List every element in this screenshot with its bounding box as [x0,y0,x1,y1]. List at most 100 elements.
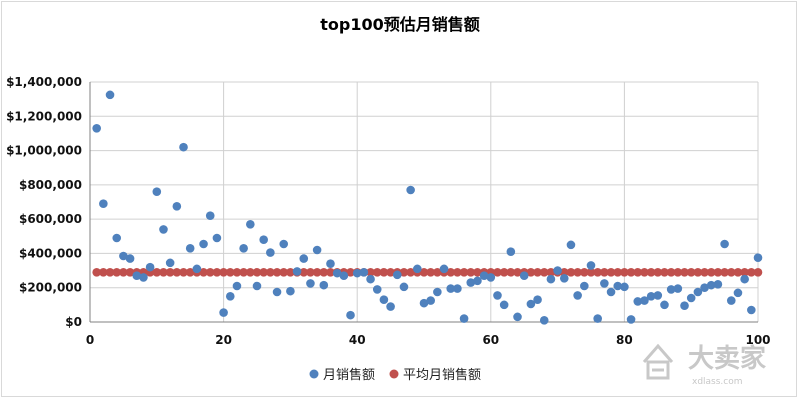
avg-point [346,267,355,277]
sales-point [105,90,115,100]
sales-point [680,301,689,311]
sales-point [112,233,122,243]
avg-point [152,267,162,277]
sales-point [366,274,375,284]
avg-point [299,267,309,277]
sales-point [266,248,275,257]
avg-point [453,267,462,277]
sales-point [212,233,222,243]
avg-point [92,267,101,277]
sales-point [539,315,549,325]
sales-point [439,264,449,274]
avg-point [566,267,576,277]
sales-point [225,291,235,301]
sales-point [600,279,609,288]
y-tick-label: $1,000,000 [6,144,82,158]
sales-point [446,284,456,293]
legend-marker [309,369,319,379]
avg-point [319,267,329,277]
sales-point [172,201,182,211]
sales-point [747,305,756,315]
sales-point [205,211,215,221]
avg-point [279,267,289,277]
sales-point [346,310,355,320]
avg-point [372,267,382,277]
avg-point [633,267,643,277]
sales-point [453,284,462,293]
legend-label[interactable]: 月销售额 [323,367,375,383]
watermark-logo-icon [642,343,674,380]
avg-point [513,267,522,277]
avg-point [125,267,135,277]
watermark: 大卖家 xdlass.com [642,343,766,387]
avg-point [272,267,282,277]
sales-point [606,287,616,297]
sales-point [433,287,442,297]
sales-point [339,271,349,281]
avg-point [239,267,248,277]
points-layer [92,90,763,325]
sales-point [392,270,402,280]
avg-point [559,267,569,277]
avg-point [246,267,255,277]
avg-point [740,267,749,277]
avg-point [165,267,175,277]
sales-point [159,225,168,234]
avg-point [673,267,683,277]
legend-label[interactable]: 平均月销售额 [403,367,481,383]
sales-point [499,300,509,310]
x-tick-label: 20 [215,333,232,347]
x-tick-label: 40 [349,333,366,347]
sales-point [312,245,322,255]
y-tick-label: $1,200,000 [6,109,82,123]
sales-point [119,251,128,261]
sales-point [386,302,395,311]
sales-point [406,185,415,195]
sales-point [506,247,516,257]
avg-point [733,267,743,277]
sales-point [326,259,335,269]
sales-point [640,296,649,305]
sales-point [726,296,736,305]
sales-point [733,288,743,298]
sales-point [239,243,248,253]
avg-point [613,267,623,277]
legend[interactable]: 月销售额 平均月销售额 [309,367,482,383]
avg-point [433,267,442,277]
avg-point [466,267,476,277]
grid-layer [90,81,759,322]
avg-point [312,267,322,277]
sales-point [139,273,148,282]
avg-point [600,267,609,277]
avg-point [526,267,536,277]
sales-point [559,273,569,283]
sales-point [279,239,289,249]
sales-point [152,187,162,197]
y-tick-label: $1,400,000 [6,75,82,89]
sales-point [292,267,302,276]
avg-point [660,267,669,277]
avg-point [159,267,168,277]
sales-point [700,283,709,293]
avg-point [199,267,208,277]
avg-point [386,267,395,277]
avg-point [506,267,516,277]
sales-point [473,276,482,286]
avg-point [533,267,542,277]
avg-point [573,267,582,277]
sales-point [352,268,362,278]
sales-point [199,239,208,249]
y-tick-label: $800,000 [19,178,82,192]
avg-point [539,267,549,277]
avg-point [259,267,268,277]
avg-point [185,267,195,277]
avg-point [580,267,589,277]
avg-point [626,267,636,277]
avg-point [306,267,315,277]
sales-point [419,298,429,308]
avg-point [493,267,502,277]
avg-point [700,267,709,277]
legend-marker [389,369,399,379]
sales-point [399,282,409,292]
